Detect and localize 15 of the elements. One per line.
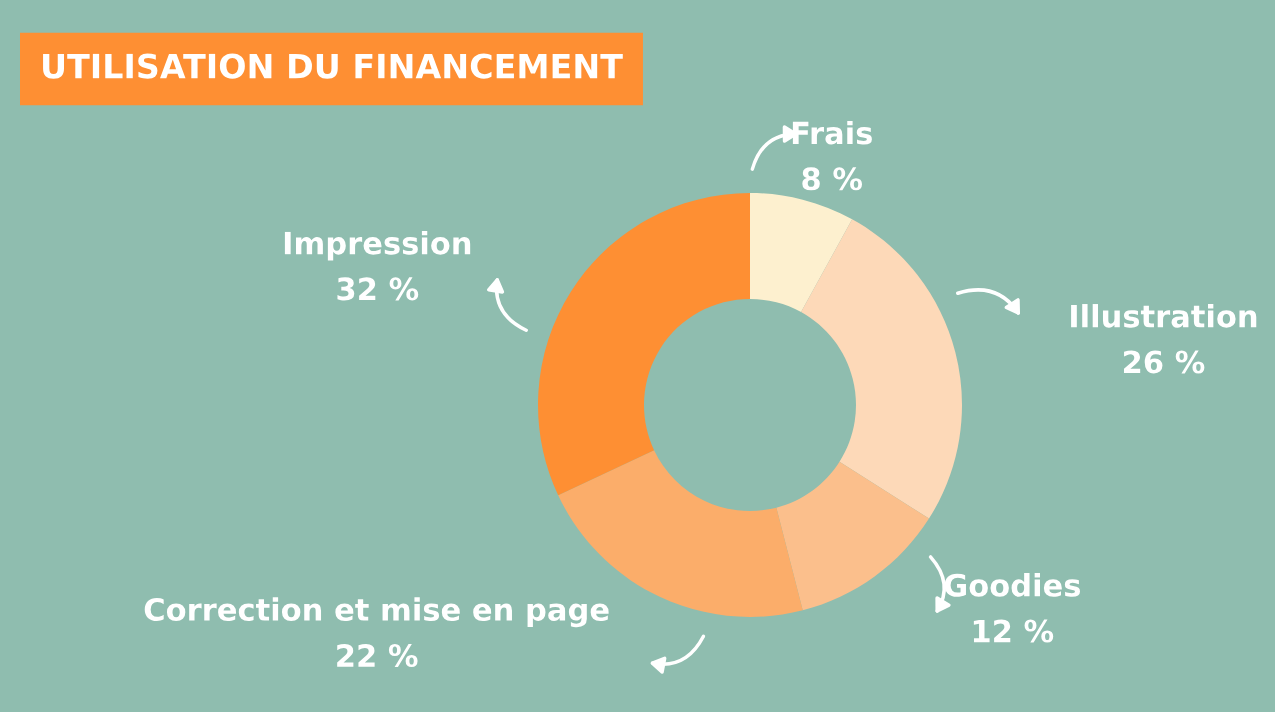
slice-label: Illustration [1071, 304, 1257, 328]
donut-slice [801, 219, 962, 519]
slice-label: Correction et mise en page [144, 597, 609, 628]
data-label: 22 % [337, 643, 418, 668]
slice-label: Impression [284, 230, 471, 261]
data-label: 32 % [337, 277, 419, 301]
chart-title: UTILISATION DU FINANCEMENT [43, 53, 623, 79]
slice-label: Goodies [944, 573, 1081, 597]
donut-slice [776, 461, 929, 611]
slice-label: Frais [792, 120, 872, 145]
donut-slice [538, 193, 750, 496]
data-label: 8 % [802, 167, 862, 191]
data-label: 26 % [1123, 350, 1205, 374]
data-label: 12 % [973, 619, 1054, 643]
donut-slice [750, 193, 853, 313]
